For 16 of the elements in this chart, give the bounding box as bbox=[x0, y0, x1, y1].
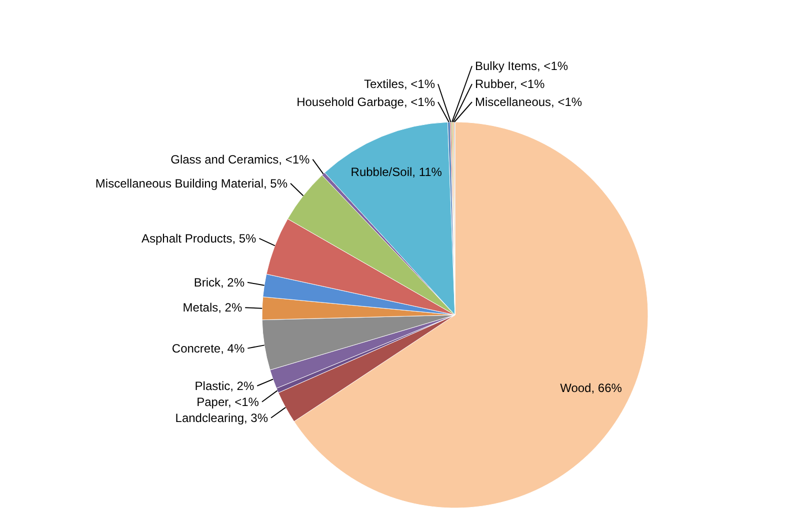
slice-label: Bulky Items, <1% bbox=[475, 59, 568, 73]
slice-label: Miscellaneous, <1% bbox=[475, 95, 582, 109]
slice-label: Concrete, 4% bbox=[172, 341, 245, 356]
slice-label: Paper, <1% bbox=[196, 394, 260, 409]
slice-label: Wood, 66% bbox=[560, 381, 622, 396]
slice-label: Glass and Ceramics, <1% bbox=[170, 152, 310, 166]
slice-label: Household Garbage, <1% bbox=[296, 95, 436, 109]
slice-label: Brick, 2% bbox=[194, 275, 245, 290]
slice-label: Landclearing, 3% bbox=[175, 410, 268, 425]
slice-label: Textiles, <1% bbox=[364, 77, 436, 91]
slice-label: Rubber, <1% bbox=[475, 77, 546, 91]
slice-label: Plastic, 2% bbox=[194, 378, 254, 393]
slice-label: Asphalt Products, 5% bbox=[141, 231, 257, 246]
slice-label: Miscellaneous Building Material, 5% bbox=[95, 176, 288, 190]
slice-label: Metals, 2% bbox=[182, 300, 242, 315]
slice-label: Rubble/Soil, 11% bbox=[350, 165, 442, 180]
